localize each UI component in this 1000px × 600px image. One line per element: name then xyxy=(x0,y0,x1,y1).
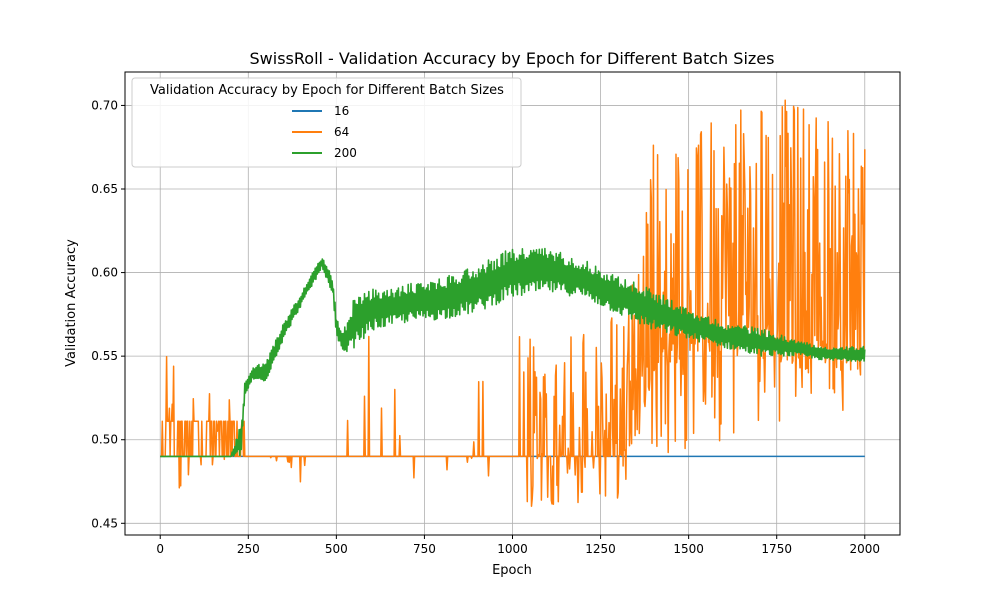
legend-title: Validation Accuracy by Epoch for Differe… xyxy=(150,83,504,98)
y-axis-label: Validation Accuracy xyxy=(64,239,79,367)
y-tick-label: 0.70 xyxy=(91,98,118,112)
x-tick-label: 250 xyxy=(237,542,260,556)
legend-box xyxy=(131,77,522,168)
x-tick-label: 2000 xyxy=(849,542,880,556)
x-axis-label: Epoch xyxy=(492,563,532,578)
legend: Validation Accuracy by Epoch for Differe… xyxy=(131,77,522,168)
legend-label: 16 xyxy=(334,104,349,118)
x-tick-label: 1250 xyxy=(585,542,616,556)
legend-label: 200 xyxy=(334,146,357,160)
series-line-200 xyxy=(160,247,866,458)
legend-label: 64 xyxy=(334,125,349,139)
x-axis: 0 250 500 750 1000 1250 1500 1750 2000 xyxy=(156,535,880,556)
x-tick-label: 500 xyxy=(325,542,348,556)
x-tick-label: 1000 xyxy=(497,542,528,556)
chart-title: SwissRoll - Validation Accuracy by Epoch… xyxy=(250,49,775,68)
y-tick-label: 0.45 xyxy=(91,516,118,530)
legend-entries: 16 64 200 xyxy=(292,104,357,160)
x-tick-label: 1500 xyxy=(673,542,704,556)
y-axis: 0.45 0.50 0.55 0.60 0.65 0.70 xyxy=(91,98,125,530)
x-tick-label: 750 xyxy=(413,542,436,556)
x-tick-label: 1750 xyxy=(761,542,792,556)
y-tick-label: 0.55 xyxy=(91,349,118,363)
series-line-64 xyxy=(160,99,866,507)
y-tick-label: 0.65 xyxy=(91,182,118,196)
y-tick-label: 0.50 xyxy=(91,433,118,447)
series-layer xyxy=(160,99,866,507)
x-tick-label: 0 xyxy=(156,542,164,556)
y-tick-label: 0.60 xyxy=(91,266,118,280)
